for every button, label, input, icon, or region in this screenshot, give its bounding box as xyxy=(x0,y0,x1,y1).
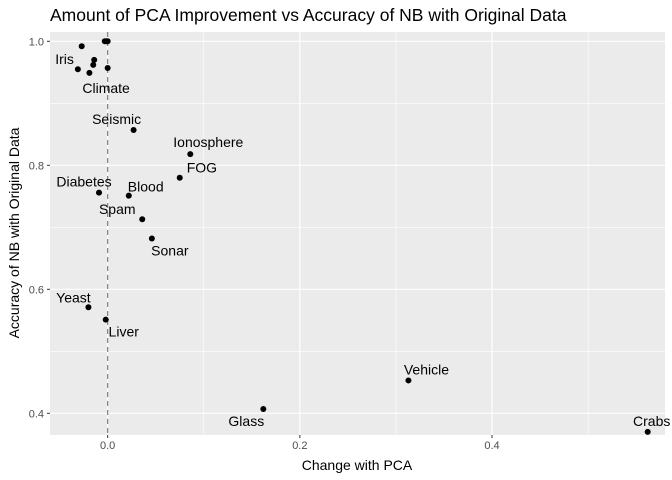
point-label-spam: Spam xyxy=(99,201,136,217)
data-point-diabetes xyxy=(96,189,103,196)
point-label-sonar: Sonar xyxy=(151,242,189,258)
x-axis-title: Change with PCA xyxy=(302,457,413,473)
plot-panel xyxy=(50,32,665,435)
data-point xyxy=(90,61,97,68)
data-point xyxy=(104,64,111,71)
point-label-iris: Iris xyxy=(55,51,74,67)
point-labels: Iris Climate Seismic Ionosphere FOG Diabetes B… xyxy=(55,51,670,429)
y-axis-title: Accuracy of NB with Original Data xyxy=(6,127,22,338)
data-point-climate xyxy=(86,69,93,76)
chart-title: Amount of PCA Improvement vs Accuracy of… xyxy=(50,5,567,25)
y-tick-label: 0.4 xyxy=(29,408,44,420)
data-point-seismic xyxy=(130,126,137,133)
y-tick-label: 0.6 xyxy=(29,284,44,296)
data-point xyxy=(104,38,111,45)
data-point-sonar xyxy=(148,235,155,242)
data-point-spam xyxy=(139,216,146,223)
data-point xyxy=(78,43,85,50)
data-point-iris xyxy=(74,66,81,73)
point-label-ionosphere: Ionosphere xyxy=(173,134,243,150)
x-tick-label: 0.2 xyxy=(292,440,307,452)
data-point xyxy=(91,56,98,63)
y-axis-ticks: 0.4 0.6 0.8 1.0 xyxy=(29,36,50,420)
point-label-glass: Glass xyxy=(228,413,264,429)
point-label-diabetes: Diabetes xyxy=(56,174,111,190)
data-point-crabs xyxy=(644,428,651,435)
point-label-fog: FOG xyxy=(187,160,217,176)
minor-gridlines xyxy=(50,32,665,435)
point-label-climate: Climate xyxy=(82,80,130,96)
x-tick-label: 0.4 xyxy=(484,440,499,452)
data-point-yeast xyxy=(85,304,92,311)
point-label-seismic: Seismic xyxy=(92,111,141,127)
data-point-liver xyxy=(102,316,109,323)
y-tick-label: 1.0 xyxy=(29,36,44,48)
x-axis-ticks: 0.0 0.2 0.4 xyxy=(100,435,500,452)
data-point-ionosphere xyxy=(187,151,194,158)
data-point-fog xyxy=(176,174,183,181)
point-label-vehicle: Vehicle xyxy=(404,361,449,377)
point-label-yeast: Yeast xyxy=(56,289,91,305)
point-label-liver: Liver xyxy=(109,324,140,340)
data-point-glass xyxy=(260,405,267,412)
data-points xyxy=(74,38,651,435)
data-point-blood xyxy=(125,192,132,199)
data-point-vehicle xyxy=(405,377,412,384)
x-tick-label: 0.0 xyxy=(100,440,115,452)
y-tick-label: 0.8 xyxy=(29,160,44,172)
point-label-blood: Blood xyxy=(128,179,164,195)
point-label-crabs: Crabs xyxy=(633,413,670,429)
